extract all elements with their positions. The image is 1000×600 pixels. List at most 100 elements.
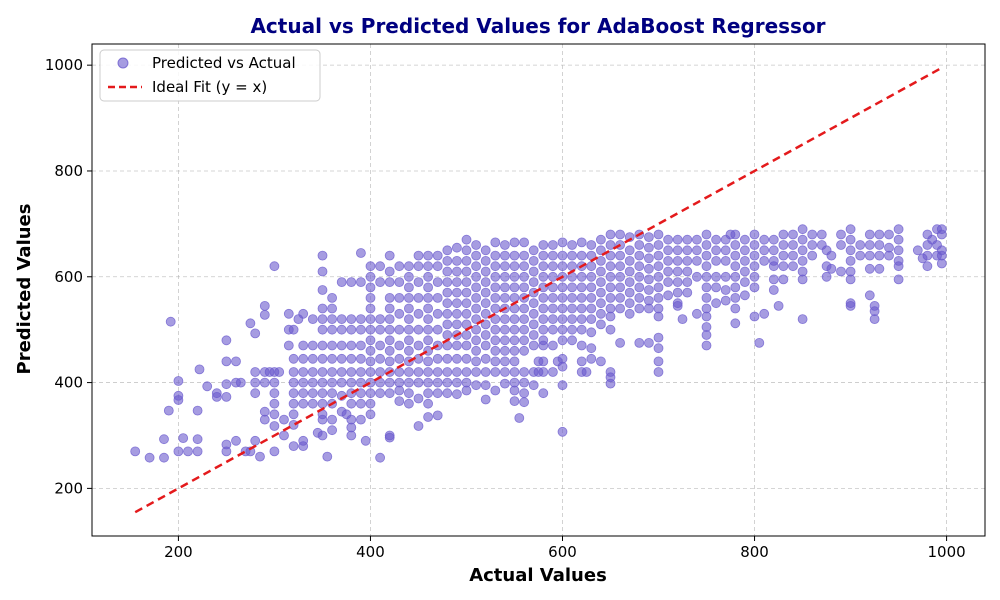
- data-point: [490, 335, 501, 346]
- data-point: [682, 287, 693, 298]
- data-point: [528, 287, 539, 298]
- data-point: [557, 282, 568, 293]
- data-point: [754, 337, 765, 348]
- data-point: [768, 261, 779, 272]
- data-point: [567, 240, 577, 250]
- data-point: [548, 324, 558, 335]
- data-point: [567, 250, 577, 261]
- data-point: [259, 414, 270, 425]
- data-point: [576, 271, 587, 282]
- data-point: [413, 324, 424, 335]
- data-point: [288, 409, 299, 420]
- data-point: [605, 240, 616, 250]
- data-point: [538, 356, 549, 367]
- data-point: [192, 405, 203, 416]
- data-point: [519, 367, 529, 377]
- data-point: [624, 266, 635, 277]
- data-point: [538, 261, 549, 272]
- data-point: [403, 292, 414, 303]
- data-point: [403, 367, 414, 377]
- data-point: [581, 367, 592, 377]
- data-point: [663, 277, 673, 288]
- data-point: [365, 282, 376, 293]
- data-point: [778, 261, 789, 272]
- data-point: [884, 250, 894, 261]
- data-point: [922, 250, 933, 261]
- data-point: [317, 367, 328, 377]
- data-point: [720, 245, 731, 256]
- data-point: [730, 282, 741, 293]
- data-point: [605, 292, 616, 303]
- data-point: [480, 340, 491, 351]
- data-point: [269, 409, 280, 420]
- data-point: [567, 335, 577, 346]
- data-point: [672, 287, 683, 298]
- data-point: [672, 245, 683, 256]
- data-point: [653, 229, 664, 240]
- data-point: [692, 255, 702, 266]
- data-point: [596, 245, 606, 256]
- data-point: [514, 413, 525, 423]
- data-point: [644, 337, 654, 348]
- data-point: [375, 388, 386, 399]
- data-point: [653, 311, 664, 322]
- data-point: [634, 337, 645, 348]
- data-point: [624, 277, 635, 288]
- data-point: [615, 250, 625, 261]
- ideal-line-layer: [134, 66, 943, 514]
- data-point: [423, 377, 434, 388]
- data-point: [740, 277, 750, 288]
- data-point: [548, 340, 558, 351]
- data-point: [797, 234, 808, 245]
- data-point: [509, 356, 520, 367]
- data-point: [403, 335, 414, 346]
- data-point: [365, 324, 376, 335]
- data-point: [365, 292, 376, 303]
- data-point: [317, 266, 328, 277]
- data-point: [130, 446, 141, 457]
- data-point: [403, 377, 414, 388]
- data-point: [413, 292, 424, 303]
- data-point: [605, 229, 616, 240]
- data-point: [413, 261, 424, 272]
- data-point: [596, 287, 606, 298]
- data-point: [375, 353, 386, 364]
- data-point: [653, 261, 664, 272]
- data-point: [461, 385, 472, 396]
- data-point: [682, 277, 693, 288]
- data-point: [701, 311, 712, 322]
- data-point: [499, 335, 510, 346]
- data-point: [480, 277, 491, 288]
- data-point: [634, 292, 645, 303]
- data-point: [394, 277, 405, 288]
- data-point: [653, 250, 664, 261]
- data-point: [403, 303, 414, 314]
- data-point: [936, 258, 947, 269]
- data-point: [615, 303, 625, 314]
- data-point: [845, 234, 856, 245]
- data-point: [586, 240, 597, 250]
- data-point: [682, 266, 693, 277]
- data-point: [663, 290, 673, 301]
- data-point: [384, 377, 395, 388]
- data-point: [307, 340, 318, 351]
- data-point: [653, 356, 664, 367]
- data-point: [336, 377, 347, 388]
- data-point: [509, 282, 520, 293]
- data-point: [298, 398, 309, 409]
- data-point: [355, 340, 366, 351]
- data-point: [461, 255, 472, 266]
- data-point: [480, 380, 491, 391]
- data-point: [317, 414, 328, 425]
- data-point: [509, 271, 520, 282]
- data-point: [403, 324, 414, 335]
- data-point: [471, 367, 482, 377]
- data-point: [231, 356, 241, 367]
- data-point: [365, 271, 376, 282]
- data-point: [701, 330, 712, 340]
- data-point: [548, 314, 558, 325]
- data-point: [701, 340, 712, 351]
- data-point: [365, 261, 376, 272]
- data-point: [605, 261, 616, 272]
- data-point: [740, 234, 750, 245]
